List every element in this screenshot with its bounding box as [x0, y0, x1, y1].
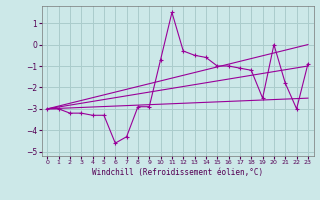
X-axis label: Windchill (Refroidissement éolien,°C): Windchill (Refroidissement éolien,°C) — [92, 168, 263, 177]
